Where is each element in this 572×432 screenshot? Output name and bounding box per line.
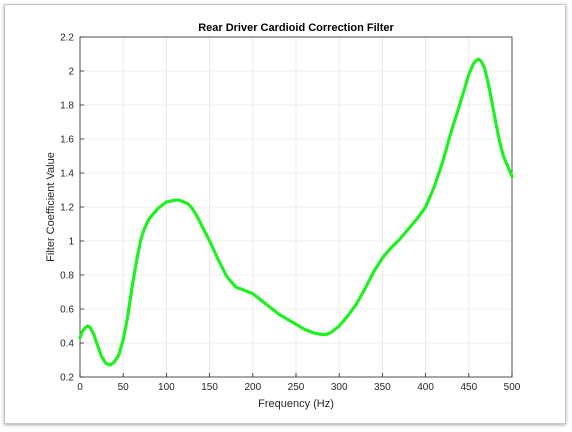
y-axis-label: Filter Coefficient Value [45,152,57,262]
y-tick-label-3: 0.8 [60,271,74,282]
y-tick-label-9: 2 [68,67,74,78]
x-tick-label-7: 350 [374,382,391,393]
y-tick-label-7: 1.6 [60,135,74,146]
x-tick-label-9: 450 [460,382,477,393]
chart-title: Rear Driver Cardioid Correction Filter [198,22,394,34]
x-tick-label-0: 0 [77,382,83,393]
x-tick-label-5: 250 [288,382,305,393]
y-tick-label-10: 2.2 [60,33,74,44]
x-tick-label-1: 50 [118,382,130,393]
x-tick-label-6: 300 [331,382,348,393]
x-tick-label-10: 500 [504,382,521,393]
axis-ticks: 0 50 100 150 200 250 300 350 400 450 500 0.2 0.4 0.6 0… [60,33,521,394]
series-layer [78,57,514,367]
series-line-0 [78,57,514,367]
x-tick-label-3: 150 [201,382,218,393]
x-tick-label-2: 100 [158,382,175,393]
y-tick-label-1: 0.4 [60,339,74,350]
y-tick-label-8: 1.8 [60,101,74,112]
y-tick-label-0: 0.2 [60,373,74,384]
y-tick-label-2: 0.6 [60,305,74,316]
x-tick-label-8: 400 [417,382,434,393]
y-tick-label-4: 1 [68,237,74,248]
y-tick-label-6: 1.4 [60,169,74,180]
x-tick-label-4: 200 [244,382,261,393]
figure-window [4,4,566,424]
y-tick-label-5: 1.2 [60,203,74,214]
x-axis-label: Frequency (Hz) [258,398,334,410]
